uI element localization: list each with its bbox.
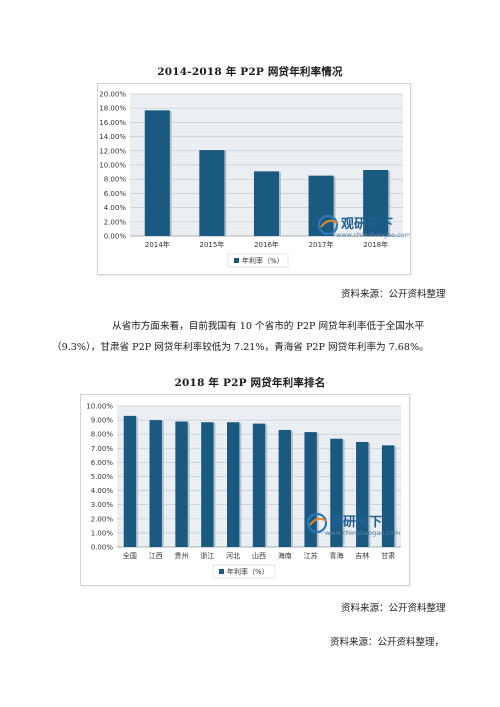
y-tick-label: 6.00% (91, 459, 114, 467)
bar (356, 441, 369, 547)
paragraph-line2: （9.3%），甘肃省 P2P 网贷年利率较低为 7.21%，青海省 P2P 网贷… (52, 342, 429, 353)
x-tick-label: 青海 (329, 551, 343, 560)
watermark-name: 观研天下 (330, 515, 382, 530)
x-tick-label: 浙江 (200, 551, 214, 560)
bar (330, 438, 343, 547)
figure1-source: 资料来源：公开资料整理 (341, 289, 446, 300)
legend-box (227, 253, 289, 268)
watermark-logo-icon (306, 512, 328, 534)
bar (123, 415, 137, 547)
y-tick-label: 6.00% (104, 190, 127, 198)
y-tick-label: 1.00% (91, 529, 114, 537)
legend-box (212, 564, 276, 579)
y-tick-label: 5.00% (91, 473, 114, 481)
y-tick-label: 0.00% (104, 233, 127, 241)
bar (304, 432, 317, 547)
x-tick-label: 江苏 (304, 551, 318, 560)
watermark-name: 观研天下 (341, 217, 393, 232)
figure1-chart: 0.00% 2.00% 4.00% 6.00% 8.00% 10.00% 12.00% 14.… (97, 83, 411, 275)
x-tick-label: 山西 (252, 551, 266, 560)
figure2-title: 2018 年 P2P 网贷年利率排名 (174, 377, 326, 389)
x-tick-label: 2014年 (145, 240, 170, 249)
x-tick-label: 河北 (226, 552, 240, 560)
bar (149, 420, 162, 547)
y-tick-label: 4.00% (104, 204, 127, 212)
paragraph-line1: 从省市方面来看，目前我国有 10 个省市的 P2P 网贷年利率低于全国水平 (112, 321, 425, 332)
x-tick-label: 贵州 (175, 551, 189, 560)
bar (381, 445, 395, 547)
y-tick-label: 10.00% (99, 162, 126, 170)
x-tick-label: 2017年 (309, 240, 334, 249)
legend-swatch (219, 569, 224, 574)
x-tick-label: 海南 (278, 551, 292, 560)
x-tick-label: 甘肃 (381, 551, 395, 560)
y-tick-label: 14.00% (99, 133, 126, 141)
y-tick-label: 12.00% (99, 147, 126, 155)
figure2-chart: 0.00% 1.00% 2.00% 3.00% 4.00% 5.00% 6.00% 7.00%… (80, 394, 410, 586)
y-tick-label: 3.00% (91, 501, 114, 509)
watermark-url: www.chinabaogao.com (325, 529, 400, 537)
x-tick-label: 2015年 (199, 240, 224, 249)
figure1-title: 2014-2018 年 P2P 网贷年利率情况 (157, 66, 343, 78)
bar (199, 150, 225, 236)
legend-swatch (234, 258, 239, 263)
y-tick-label: 2.00% (91, 515, 114, 523)
watermark-swoosh-icon (320, 219, 338, 228)
footer-source: 资料来源：公开资料整理， (330, 637, 445, 648)
legend-label: 年利率（%） (227, 567, 269, 576)
x-tick-label: 吉林 (355, 551, 369, 560)
bar (253, 171, 280, 236)
figure2-chart-svg: 0.00% 1.00% 2.00% 3.00% 4.00% 5.00% 6.00% 7.00%… (86, 403, 401, 579)
y-tick-label: 0.00% (91, 544, 114, 552)
legend-label: 年利率（%） (242, 256, 284, 265)
y-tick-label: 8.00% (104, 176, 127, 184)
x-tick-label: 全国 (123, 551, 137, 560)
y-tick-label: 18.00% (99, 105, 126, 113)
y-tick-label: 2.00% (104, 218, 127, 226)
figure2-source: 资料来源：公开资料整理 (341, 603, 446, 614)
y-tick-label: 10.00% (86, 403, 113, 411)
bar (363, 169, 389, 236)
bar (175, 421, 188, 547)
watermark-swoosh-icon (309, 517, 327, 526)
bar (201, 422, 214, 547)
watermark-url: www.chinabaogao.com (336, 231, 410, 239)
figure1-chart-svg: 0.00% 2.00% 4.00% 6.00% 8.00% 10.00% 12.00% 14.… (99, 91, 410, 268)
x-tick-label: 2018年 (363, 240, 388, 249)
watermark-logo-icon (317, 214, 339, 236)
bar (252, 423, 266, 547)
bar (278, 429, 292, 547)
x-tick-label: 江西 (149, 552, 163, 560)
x-tick-label: 2016年 (254, 240, 279, 249)
y-tick-label: 8.00% (91, 431, 114, 439)
y-tick-label: 4.00% (91, 487, 114, 495)
bar (144, 110, 170, 236)
y-tick-label: 9.00% (91, 417, 114, 425)
y-tick-label: 7.00% (91, 445, 114, 453)
bar (226, 422, 240, 547)
y-tick-label: 16.00% (99, 119, 126, 127)
y-tick-label: 20.00% (99, 91, 126, 99)
